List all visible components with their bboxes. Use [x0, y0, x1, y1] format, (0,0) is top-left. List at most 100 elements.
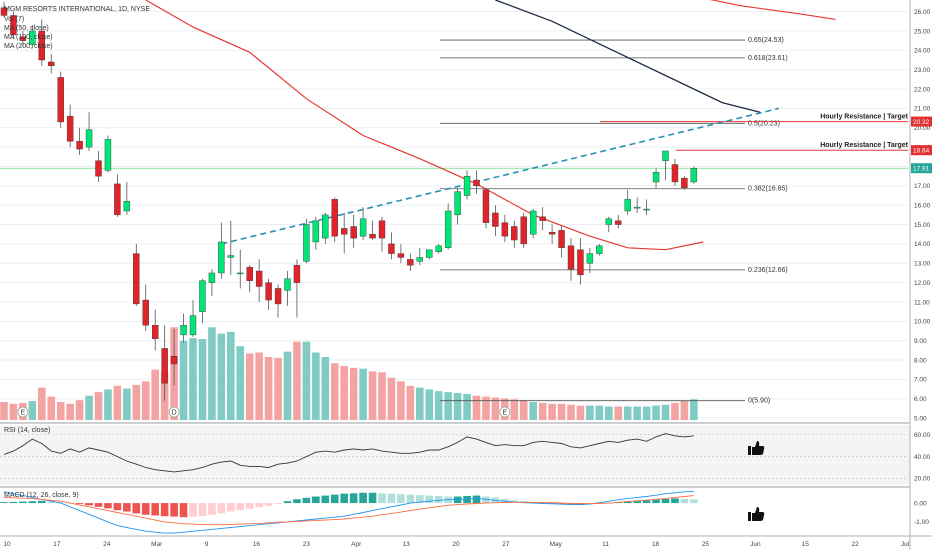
candle-body — [520, 216, 527, 245]
candle-body — [312, 220, 320, 243]
macd-histogram-bar — [406, 494, 415, 504]
macd-histogram-bar — [302, 497, 311, 504]
price-tick-label: 15.00 — [914, 222, 931, 229]
legend-ma200: MA (200, close) — [4, 43, 53, 50]
volume-bar — [85, 395, 93, 420]
macd-histogram-bar — [56, 502, 65, 504]
candle-body — [76, 141, 83, 150]
candle-body — [530, 210, 537, 235]
price-tick-label: 10.00 — [914, 319, 931, 326]
volume-bar — [397, 381, 405, 420]
macd-histogram-bar — [623, 501, 632, 504]
candle-body — [690, 168, 698, 183]
candle-body — [38, 30, 45, 61]
volume-bar — [179, 340, 188, 420]
volume-bar — [198, 339, 207, 420]
volume-bar — [75, 400, 84, 420]
macd-histogram-bar — [330, 494, 339, 504]
candle-body — [624, 199, 631, 212]
chart-title: MGM RESORTS INTERNATIONAL, 1D, NYSE — [4, 6, 150, 13]
candle-body — [133, 253, 140, 305]
macd-histogram-bar — [340, 493, 348, 504]
candle-body — [274, 288, 282, 305]
macd-histogram-bar — [85, 503, 93, 506]
candle-body — [548, 232, 556, 235]
volume-bar — [633, 406, 641, 420]
volume-bar — [623, 406, 632, 420]
time-tick-label: 11 — [602, 541, 609, 548]
macd-histogram-bar — [9, 501, 18, 504]
signal-line — [3, 495, 694, 526]
macd-histogram-bar — [434, 495, 443, 504]
time-tick-label: 9 — [205, 541, 209, 548]
macd-histogram-bar — [160, 503, 169, 517]
candle-body — [643, 208, 650, 211]
volume-bar — [0, 402, 8, 420]
time-tick-label: 27 — [502, 541, 510, 548]
volume-bar — [132, 384, 141, 420]
volume-bar — [151, 369, 159, 420]
price-tag — [911, 163, 932, 174]
ma-line-red — [145, 0, 704, 251]
candle-body — [388, 243, 395, 254]
rsi-tick-label: 60.00 — [914, 432, 931, 439]
volume-bar — [217, 333, 226, 420]
candle-body — [331, 199, 338, 237]
macd-histogram-bar — [416, 495, 424, 504]
volume-bar — [661, 404, 670, 420]
macd-histogram-bar — [463, 495, 471, 504]
candle-body — [511, 226, 518, 241]
rsi-label: RSI (14, close) — [4, 427, 50, 434]
price-tick-label: 5.00 — [914, 415, 927, 422]
time-tick-label: 20 — [452, 541, 460, 548]
volume-bar — [425, 389, 434, 420]
price-tick-label: 6.00 — [914, 396, 927, 403]
event-marker-label: D — [172, 409, 177, 416]
candle-body — [284, 278, 291, 291]
candle-body — [57, 77, 64, 123]
macd-histogram-bar — [38, 500, 46, 504]
volume-bar — [680, 401, 689, 420]
candle-body — [151, 325, 159, 339]
candle-body — [567, 245, 575, 270]
macd-histogram-bar — [141, 503, 150, 515]
event-marker-label: E — [503, 409, 508, 416]
candle-body — [19, 36, 27, 41]
macd-histogram-bar — [264, 503, 273, 506]
event-marker-label: E — [21, 409, 26, 416]
candle-body — [416, 257, 423, 262]
macd-histogram-bar — [680, 498, 689, 504]
candle-body — [161, 348, 168, 384]
time-tick-label: 13 — [402, 541, 410, 548]
price-tick-label: 9.00 — [914, 338, 927, 345]
candle-body — [444, 210, 452, 248]
macd-histogram-bar — [652, 499, 660, 504]
macd-histogram-bar — [482, 496, 490, 504]
candle-body — [435, 245, 442, 252]
volume-bar — [274, 357, 282, 420]
macd-histogram-bar — [113, 503, 122, 511]
ma-line-red-upper — [709, 0, 836, 20]
volume-bar — [453, 393, 462, 420]
time-axis: 10 17 24 Mar 9 16 23 Apr 13 20 27 May 11 18 25 Jun 15 22 J… — [3, 541, 909, 548]
candle-body — [577, 249, 584, 276]
candle-body — [426, 249, 433, 258]
rsi-panel: 60.00 40.00 20.00 — [0, 432, 931, 483]
volume-bar — [444, 392, 452, 420]
legend-vol: Vol (7) — [4, 16, 24, 23]
volume-bar — [66, 403, 74, 420]
fib-level-label: 0(5.90) — [748, 398, 770, 405]
volume-bar — [38, 387, 46, 420]
legend-ma100: MA (100, close) — [4, 34, 53, 41]
time-tick-label: 18 — [652, 541, 660, 548]
macd-tick-label: 0.00 — [914, 500, 927, 507]
price-tick-label: 16.00 — [914, 202, 931, 209]
candle-body — [29, 30, 36, 45]
price-tag-label: 20.32 — [913, 119, 930, 126]
event-marker — [17, 406, 29, 418]
resistance-label: Hourly Resistance | Target — [820, 142, 908, 149]
macd-histogram-bar — [47, 501, 56, 504]
macd-histogram-bar — [378, 493, 386, 504]
price-tick-label: 26.00 — [914, 9, 931, 16]
